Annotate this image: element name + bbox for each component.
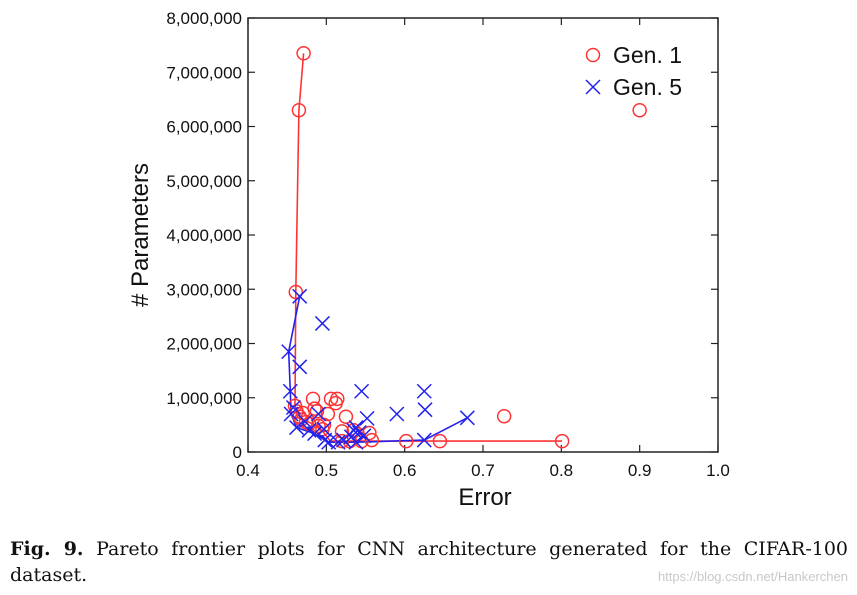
y-tick-label: 2,000,000 [166,335,242,354]
point-gen1 [334,433,350,449]
point-gen1 [288,284,304,300]
point-gen5 [282,383,298,399]
point-gen1 [338,409,354,424]
legend-gen1-marker [585,47,601,63]
point-gen5 [317,432,333,448]
y-tick-label: 0 [233,443,242,462]
point-gen5 [310,406,327,422]
figure-caption: Fig. 9. Pareto frontier plots for CNN ar… [10,536,848,588]
x-tick-label: 0.4 [236,461,260,480]
caption-text: Pareto frontier plots for CNN architectu… [10,538,849,586]
point-gen1 [323,391,339,407]
point-gen5 [416,432,432,448]
y-tick-label: 5,000,000 [166,172,242,191]
point-gen5 [283,406,299,422]
point-gen5 [459,410,475,426]
legend-gen5-label: Gen. 5 [613,74,682,100]
point-gen5 [292,359,308,375]
point-gen5 [307,426,323,442]
point-gen1 [320,406,336,422]
point-gen5 [359,410,375,426]
point-gen1 [309,404,325,419]
caption-label: Fig. 9. [10,538,84,560]
point-gen5 [389,406,405,422]
point-gen1 [554,433,570,449]
y-tick-label: 3,000,000 [166,280,242,299]
point-gen1 [632,102,647,118]
y-tick-label: 1,000,000 [166,389,242,408]
x-tick-label: 0.9 [628,461,652,480]
point-gen5 [416,383,432,399]
point-gen1 [364,432,380,448]
y-tick-label: 8,000,000 [166,9,242,28]
data-markers [281,46,647,450]
y-tick-label: 7,000,000 [166,63,242,82]
y-tick-label: 6,000,000 [166,118,242,137]
point-gen1 [291,102,307,118]
x-tick-label: 0.8 [550,461,574,480]
y-axis: 0 1,000,000 2,000,000 3,000,000 4,000,000 5,0… [166,9,718,462]
point-gen5 [356,428,372,444]
point-gen5 [281,344,297,360]
point-gen1 [432,433,448,449]
x-tick-label: 0.6 [393,461,417,480]
point-gen5 [292,288,308,304]
pareto-chart: 0.4 0.5 0.6 0.7 0.8 0.9 1.0 0 1,000,000 2,000,00… [127,9,730,511]
point-gen5 [351,424,367,441]
x-tick-label: 1.0 [706,461,730,480]
x-tick-label: 0.5 [315,461,339,480]
point-gen5 [354,383,370,399]
y-axis-title: # Parameters [127,163,154,307]
point-gen1 [311,418,326,434]
watermark: https://blog.csdn.net/Hankerchen [657,569,848,584]
x-axis-title: Error [458,484,511,511]
point-gen5 [330,434,346,450]
x-axis: 0.4 0.5 0.6 0.7 0.8 0.9 1.0 [236,18,730,480]
point-gen1 [346,423,361,438]
point-gen1 [362,425,377,441]
point-gen5 [314,315,330,331]
legend-gen1-label: Gen. 1 [613,42,682,68]
point-gen1 [307,401,322,416]
y-tick-label: 4,000,000 [166,226,242,245]
point-gen1 [398,433,414,449]
legend-gen5-marker [585,79,601,95]
x-tick-label: 0.7 [471,461,495,480]
legend: Gen. 1 Gen. 5 [585,42,682,100]
frontier-lines [287,53,563,444]
point-gen5 [297,414,313,430]
point-gen1 [330,391,345,407]
point-gen5 [348,434,364,450]
point-gen5 [417,402,433,418]
frontier-line-gen1 [294,53,563,442]
point-gen1 [496,408,512,424]
point-gen1 [296,46,311,61]
point-gen5 [289,420,305,436]
